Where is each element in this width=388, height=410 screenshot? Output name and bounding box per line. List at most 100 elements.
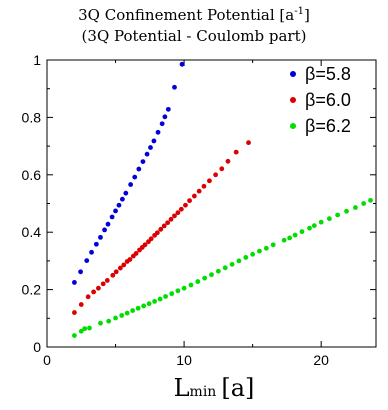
data-point	[105, 221, 111, 227]
series-2	[72, 140, 251, 315]
chart-title-superscript: -1	[294, 6, 304, 17]
data-point	[82, 326, 88, 332]
data-point	[148, 145, 153, 150]
y-tick-label: 0.4	[22, 224, 42, 240]
data-point	[96, 285, 101, 291]
data-point	[250, 251, 256, 257]
data-point	[140, 159, 146, 164]
y-tick-label: 0	[33, 339, 41, 355]
data-point	[307, 225, 312, 231]
data-point	[287, 235, 293, 241]
y-tick-label: 0.2	[22, 282, 42, 298]
data-point	[123, 190, 129, 196]
data-point	[243, 255, 249, 260]
data-point	[116, 202, 122, 208]
data-point	[201, 183, 207, 189]
data-point	[154, 230, 160, 236]
data-point	[124, 310, 130, 316]
data-point	[133, 251, 139, 256]
data-point	[257, 248, 262, 254]
data-point	[113, 269, 119, 275]
data-point	[146, 301, 152, 307]
data-point	[127, 257, 133, 262]
data-point	[169, 291, 175, 297]
data-point	[318, 219, 324, 225]
x-axis-label-unit: [a]	[221, 374, 254, 402]
data-point	[311, 223, 317, 228]
data-point	[353, 205, 358, 210]
data-point	[128, 182, 134, 187]
data-point	[78, 269, 83, 275]
data-point	[181, 285, 187, 291]
data-point	[132, 174, 138, 180]
x-axis-label-sub: min	[190, 384, 217, 400]
data-point	[172, 84, 177, 90]
data-point	[207, 178, 212, 184]
data-point	[106, 318, 112, 324]
data-point	[152, 298, 158, 304]
data-point	[335, 212, 341, 218]
x-axis-label: Lmin [a]	[174, 374, 255, 402]
legend-label: β=6.0	[305, 90, 351, 110]
x-tick-label: 10	[176, 352, 192, 368]
data-point	[84, 258, 90, 264]
y-tick-label: 1	[33, 52, 41, 68]
data-point	[326, 216, 332, 222]
chart-subtitle: (3Q Potential - Coulomb part)	[81, 27, 307, 45]
data-point	[93, 241, 99, 247]
chart-title-end: ]	[303, 6, 310, 24]
legend-label: β=6.2	[305, 116, 351, 136]
x-tick-label: 0	[43, 352, 51, 368]
data-point	[148, 236, 154, 242]
data-point	[219, 166, 225, 172]
legend-label: β=5.8	[305, 64, 351, 84]
data-point	[196, 188, 202, 194]
data-point	[119, 313, 125, 318]
data-point	[299, 229, 305, 235]
data-point	[195, 279, 201, 284]
data-point	[178, 206, 184, 212]
data-point	[215, 268, 221, 274]
data-point	[157, 296, 163, 302]
data-point	[236, 258, 242, 264]
x-axis-label-main: L	[174, 374, 190, 402]
data-point	[113, 315, 118, 321]
x-axis: 0 10 20	[43, 60, 329, 368]
data-point	[98, 234, 103, 240]
legend-marker	[290, 97, 296, 103]
data-point	[72, 280, 77, 285]
data-point	[368, 197, 373, 203]
data-point	[191, 193, 197, 199]
data-point	[270, 242, 276, 248]
data-point	[162, 114, 168, 120]
data-point	[161, 223, 167, 229]
data-point	[89, 249, 94, 255]
data-point	[158, 226, 164, 232]
data-point	[142, 242, 148, 248]
data-point	[78, 328, 84, 334]
data-point	[72, 333, 77, 338]
data-point	[292, 232, 298, 238]
data-point	[263, 245, 269, 251]
data-point	[233, 149, 239, 155]
data-point	[109, 214, 115, 220]
legend-marker	[290, 71, 296, 77]
y-tick-label: 0.6	[22, 167, 42, 183]
data-point	[141, 303, 147, 309]
x-tick-label: 20	[313, 352, 329, 368]
data-point	[102, 227, 107, 233]
data-point	[188, 282, 194, 288]
series-layer	[72, 61, 373, 338]
data-point	[175, 288, 181, 294]
data-point	[281, 237, 287, 243]
data-point	[159, 121, 165, 127]
data-point	[110, 272, 116, 278]
data-point	[121, 262, 127, 268]
data-point	[117, 265, 123, 271]
y-tick-label: 0.8	[22, 109, 42, 125]
data-point	[72, 310, 77, 315]
data-point	[130, 308, 136, 313]
data-point	[85, 294, 91, 300]
data-point	[104, 278, 110, 283]
